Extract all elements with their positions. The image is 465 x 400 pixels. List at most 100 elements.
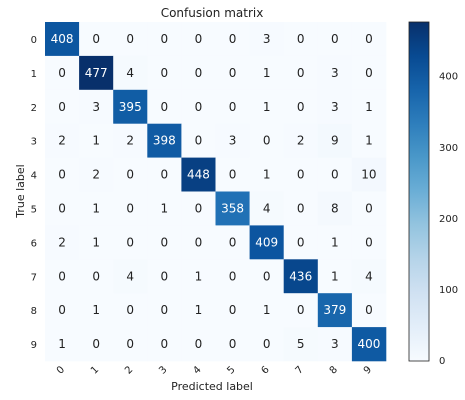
cell-value-5-2: 0 [126, 201, 134, 215]
colorbar-tick-label: 200 [439, 214, 458, 225]
heatmap-cell-4-7 [283, 157, 319, 192]
cell-value-5-3: 1 [161, 201, 169, 215]
cell-value-5-8: 8 [331, 201, 339, 215]
cell-value-5-4: 0 [195, 201, 203, 215]
cell-value-2-3: 0 [161, 100, 169, 114]
cell-value-3-0: 2 [58, 134, 66, 148]
y-tick-label: 1 [31, 69, 37, 80]
cell-value-3-4: 0 [195, 134, 203, 148]
cell-value-7-1: 0 [92, 269, 100, 283]
cell-value-1-9: 0 [365, 66, 373, 80]
heatmap-cell-1-8 [317, 55, 353, 91]
heatmap-cell-0-5 [215, 22, 250, 57]
cell-value-0-0: 408 [51, 32, 74, 46]
cell-value-5-0: 0 [58, 201, 66, 215]
heatmap-cell-9-5 [215, 327, 250, 362]
cell-value-0-4: 0 [195, 32, 203, 46]
heatmap-cell-5-6 [249, 191, 284, 226]
heatmap-cell-0-8 [317, 22, 353, 57]
heatmap-cell-2-0 [45, 89, 80, 124]
cell-value-6-7: 0 [297, 235, 305, 249]
cell-value-7-7: 436 [289, 269, 312, 283]
cell-value-3-6: 0 [263, 134, 271, 148]
cell-value-7-6: 0 [263, 269, 271, 283]
heatmap-cell-0-0 [45, 22, 80, 57]
heatmap-cell-3-0 [45, 123, 80, 158]
heatmap-cell-7-4 [181, 259, 216, 294]
heatmap-cell-1-2 [113, 55, 148, 91]
heatmap-cell-3-3 [147, 123, 182, 158]
heatmap-cell-9-2 [113, 327, 148, 362]
cell-value-2-4: 0 [195, 100, 203, 114]
cell-value-8-6: 1 [263, 303, 271, 317]
heatmap-cell-6-2 [113, 225, 148, 260]
cell-value-2-6: 1 [263, 100, 271, 114]
heatmap-cell-9-6 [249, 327, 284, 362]
heatmap-cell-1-1 [79, 55, 114, 91]
heatmap-cell-7-5 [215, 259, 250, 294]
cell-value-0-9: 0 [365, 32, 373, 46]
heatmap-cell-9-4 [181, 327, 216, 362]
heatmap-cell-3-7 [283, 123, 319, 158]
cell-value-9-9: 400 [357, 337, 380, 351]
heatmap-cell-4-8 [317, 157, 353, 192]
y-tick-label: 6 [31, 238, 37, 249]
heatmap-cell-4-4 [181, 157, 216, 192]
y-tick-label: 8 [31, 306, 37, 317]
y-tick-label: 9 [31, 340, 37, 351]
heatmap-cell-2-8 [317, 89, 353, 124]
heatmap-cell-labels: 408 0 0 0 0 0 3 0 0 00 477 4 0 0 0 1 0 3 00 3 395 0 0 0 1 0 3 12 1 2 3… [51, 32, 381, 351]
cell-value-2-5: 0 [229, 100, 237, 114]
heatmap-cell-9-8 [317, 327, 353, 362]
cell-value-7-0: 0 [58, 269, 66, 283]
heatmap-cell-6-7 [283, 225, 319, 260]
cell-value-1-0: 0 [58, 66, 66, 80]
x-tick-label: 6 [259, 364, 271, 376]
heatmap-cell-4-2 [113, 157, 148, 192]
heatmap-cell-5-2 [113, 191, 148, 226]
heatmap-cell-8-4 [181, 293, 216, 328]
heatmap-cell-9-1 [79, 327, 114, 362]
cell-value-2-8: 3 [331, 100, 339, 114]
cell-value-1-5: 0 [229, 66, 237, 80]
cell-value-5-7: 0 [297, 201, 305, 215]
cell-value-4-0: 0 [58, 168, 66, 182]
heatmap-cell-1-0 [45, 55, 80, 91]
colorbar-ticks: 0 100 200 300 400 [439, 72, 458, 367]
heatmap-cell-2-5 [215, 89, 250, 124]
chart-title: Confusion matrix [161, 6, 264, 20]
colorbar-tick-label: 400 [439, 72, 458, 83]
heatmap-cell-8-1 [79, 293, 114, 328]
heatmap-cell-2-9 [351, 89, 387, 124]
cell-value-9-7: 5 [297, 337, 305, 351]
heatmap-cell-7-6 [249, 259, 284, 294]
cell-value-2-9: 1 [365, 100, 373, 114]
x-tick-label: 4 [191, 364, 203, 376]
heatmap-cell-6-5 [215, 225, 250, 260]
heatmap-cell-0-6 [249, 22, 284, 57]
cell-value-3-8: 9 [331, 134, 339, 148]
cell-value-6-9: 0 [365, 235, 373, 249]
heatmap-cell-7-2 [113, 259, 148, 294]
heatmap-cell-5-5 [215, 191, 250, 226]
x-tick-label: 7 [294, 364, 306, 376]
cell-value-6-6: 409 [255, 235, 278, 249]
cell-value-6-5: 0 [229, 235, 237, 249]
heatmap-cell-7-8 [317, 259, 353, 294]
heatmap-cell-9-3 [147, 327, 182, 362]
heatmap-cell-1-5 [215, 55, 250, 91]
cell-value-9-2: 0 [126, 337, 134, 351]
x-tick-label: 5 [225, 364, 237, 376]
heatmap-cell-5-3 [147, 191, 182, 226]
x-axis-ticks: 0 1 2 3 4 5 6 7 8 9 [55, 364, 374, 376]
cell-value-0-1: 0 [92, 32, 100, 46]
x-tick-label: 1 [89, 364, 101, 376]
heatmap-cell-8-8 [317, 293, 353, 328]
heatmap-cell-2-2 [113, 89, 148, 124]
cell-value-9-1: 0 [92, 337, 100, 351]
cell-value-5-5: 358 [221, 201, 244, 215]
cell-value-0-8: 0 [331, 32, 339, 46]
cell-value-6-0: 2 [58, 235, 66, 249]
heatmap-cell-4-0 [45, 157, 80, 192]
heatmap-cell-7-0 [45, 259, 80, 294]
